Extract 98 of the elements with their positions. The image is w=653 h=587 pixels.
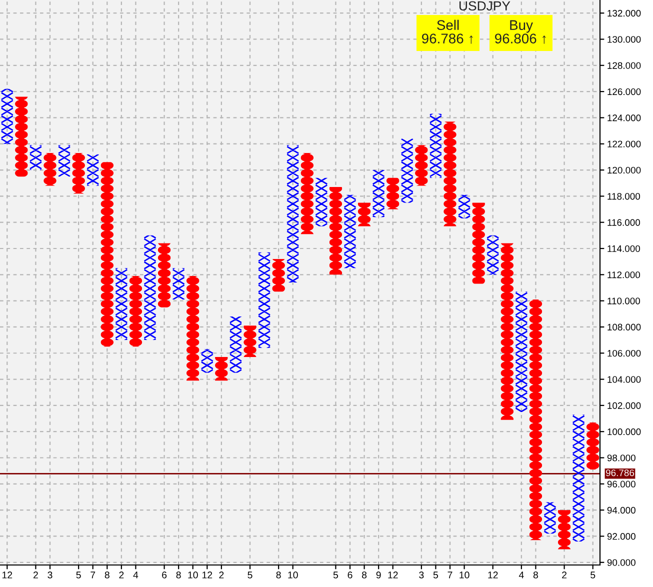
x-tick-label: 10 <box>460 572 470 578</box>
x-tick-label: 3 <box>419 572 424 578</box>
bar <box>86 154 100 186</box>
bar <box>15 96 28 177</box>
bar <box>358 202 371 226</box>
bar <box>300 153 314 234</box>
x-tick-label: 7 <box>448 572 452 578</box>
bar <box>586 422 600 470</box>
bar <box>372 170 385 218</box>
bar <box>72 153 85 194</box>
bar <box>229 316 242 373</box>
bar <box>329 187 342 275</box>
x-tick-label: 6 <box>348 572 352 578</box>
bar <box>100 162 114 347</box>
chart-title: USDJPY <box>459 1 510 11</box>
bar <box>158 243 171 308</box>
bar <box>0 88 14 144</box>
bar <box>500 243 514 420</box>
bar <box>144 235 156 340</box>
x-tick-label: 4 <box>518 572 524 578</box>
y-tick-label: 110.000 <box>608 298 640 304</box>
bar <box>215 357 228 381</box>
annotation: Buy 96.806 ↑ <box>495 20 546 44</box>
x-tick-label: 5 <box>590 572 596 578</box>
bar <box>186 276 200 381</box>
annotation: Sell 96.786 ↑ <box>422 20 473 44</box>
x-tick-label: 2 <box>219 572 224 578</box>
bar <box>286 145 300 282</box>
ref-line-label: 96.786 <box>606 469 634 476</box>
x-tick-label: 5 <box>333 572 338 578</box>
bar <box>415 145 428 186</box>
bar <box>515 292 528 412</box>
y-tick-label: 92.000 <box>607 533 636 540</box>
bar <box>400 138 414 203</box>
x-tick-label: 2 <box>119 572 124 578</box>
y-tick-label: 118.000 <box>608 193 640 200</box>
bar <box>572 414 585 542</box>
y-tick-label: 106.000 <box>608 350 641 357</box>
x-tick-label: 12 <box>488 572 498 578</box>
x-tick-label: 8 <box>362 572 367 578</box>
bar <box>29 145 42 170</box>
y-tick-label: 98.000 <box>607 454 636 462</box>
x-tick-label: 2 <box>34 572 38 578</box>
bar <box>44 153 56 186</box>
bar <box>58 145 71 177</box>
y-tick-label: 132.000 <box>608 10 641 17</box>
y-tick-label: 108.000 <box>608 324 641 330</box>
x-tick-label: 12 <box>2 572 12 578</box>
x-tick-label: 10 <box>288 572 298 578</box>
bar <box>544 502 556 534</box>
y-tick-label: 102.000 <box>608 402 641 409</box>
y-tick-label: 90.000 <box>607 559 636 566</box>
x-tick-label: 2 <box>562 572 566 578</box>
x-tick-label: 9 <box>376 572 381 578</box>
bar <box>458 194 471 218</box>
bar <box>315 178 328 226</box>
y-tick-label: 126.000 <box>608 88 641 96</box>
bar <box>472 202 485 284</box>
x-tick-label: 4 <box>133 572 138 578</box>
bar <box>200 349 214 373</box>
y-tick-label: 130.000 <box>608 36 641 43</box>
bar <box>244 326 256 358</box>
bar <box>258 252 271 348</box>
x-tick-label: 5 <box>248 572 252 578</box>
x-tick-label: 3 <box>48 572 52 578</box>
bar <box>558 510 571 550</box>
x-tick-label: 6 <box>162 572 167 578</box>
bar <box>272 258 285 292</box>
y-tick-label: 104.000 <box>608 376 641 383</box>
x-tick-label: 8 <box>176 572 181 578</box>
x-tick-label: 8 <box>104 572 110 578</box>
y-tick-label: 128.000 <box>608 62 641 69</box>
y-tick-label: 100.000 <box>608 428 641 436</box>
bar <box>115 268 128 340</box>
y-tick-label: 96.000 <box>607 480 636 488</box>
x-tick-label: 5 <box>433 572 438 578</box>
bar <box>529 300 542 540</box>
y-tick-label: 112.000 <box>608 271 640 278</box>
y-tick-label: 116.000 <box>608 219 640 226</box>
x-tick-label: 8 <box>276 572 281 578</box>
x-tick-label: 10 <box>188 572 198 578</box>
y-tick-label: 120.000 <box>608 166 641 174</box>
y-tick-label: 124.000 <box>608 114 641 122</box>
bar <box>486 235 500 275</box>
bar <box>429 114 442 178</box>
bar <box>386 178 400 210</box>
y-tick-label: 122.000 <box>608 140 641 148</box>
x-tick-label: 12 <box>388 572 398 578</box>
x-tick-label: 12 <box>202 572 212 578</box>
bar <box>444 122 456 226</box>
bar <box>344 194 356 268</box>
x-tick-label: 8 <box>533 572 538 578</box>
x-tick-label: 5 <box>76 572 81 578</box>
bar <box>129 276 142 347</box>
x-tick-label: 7 <box>90 572 96 578</box>
y-tick-label: 114.000 <box>608 245 640 252</box>
bar <box>172 268 185 300</box>
y-tick-label: 94.000 <box>607 506 636 514</box>
